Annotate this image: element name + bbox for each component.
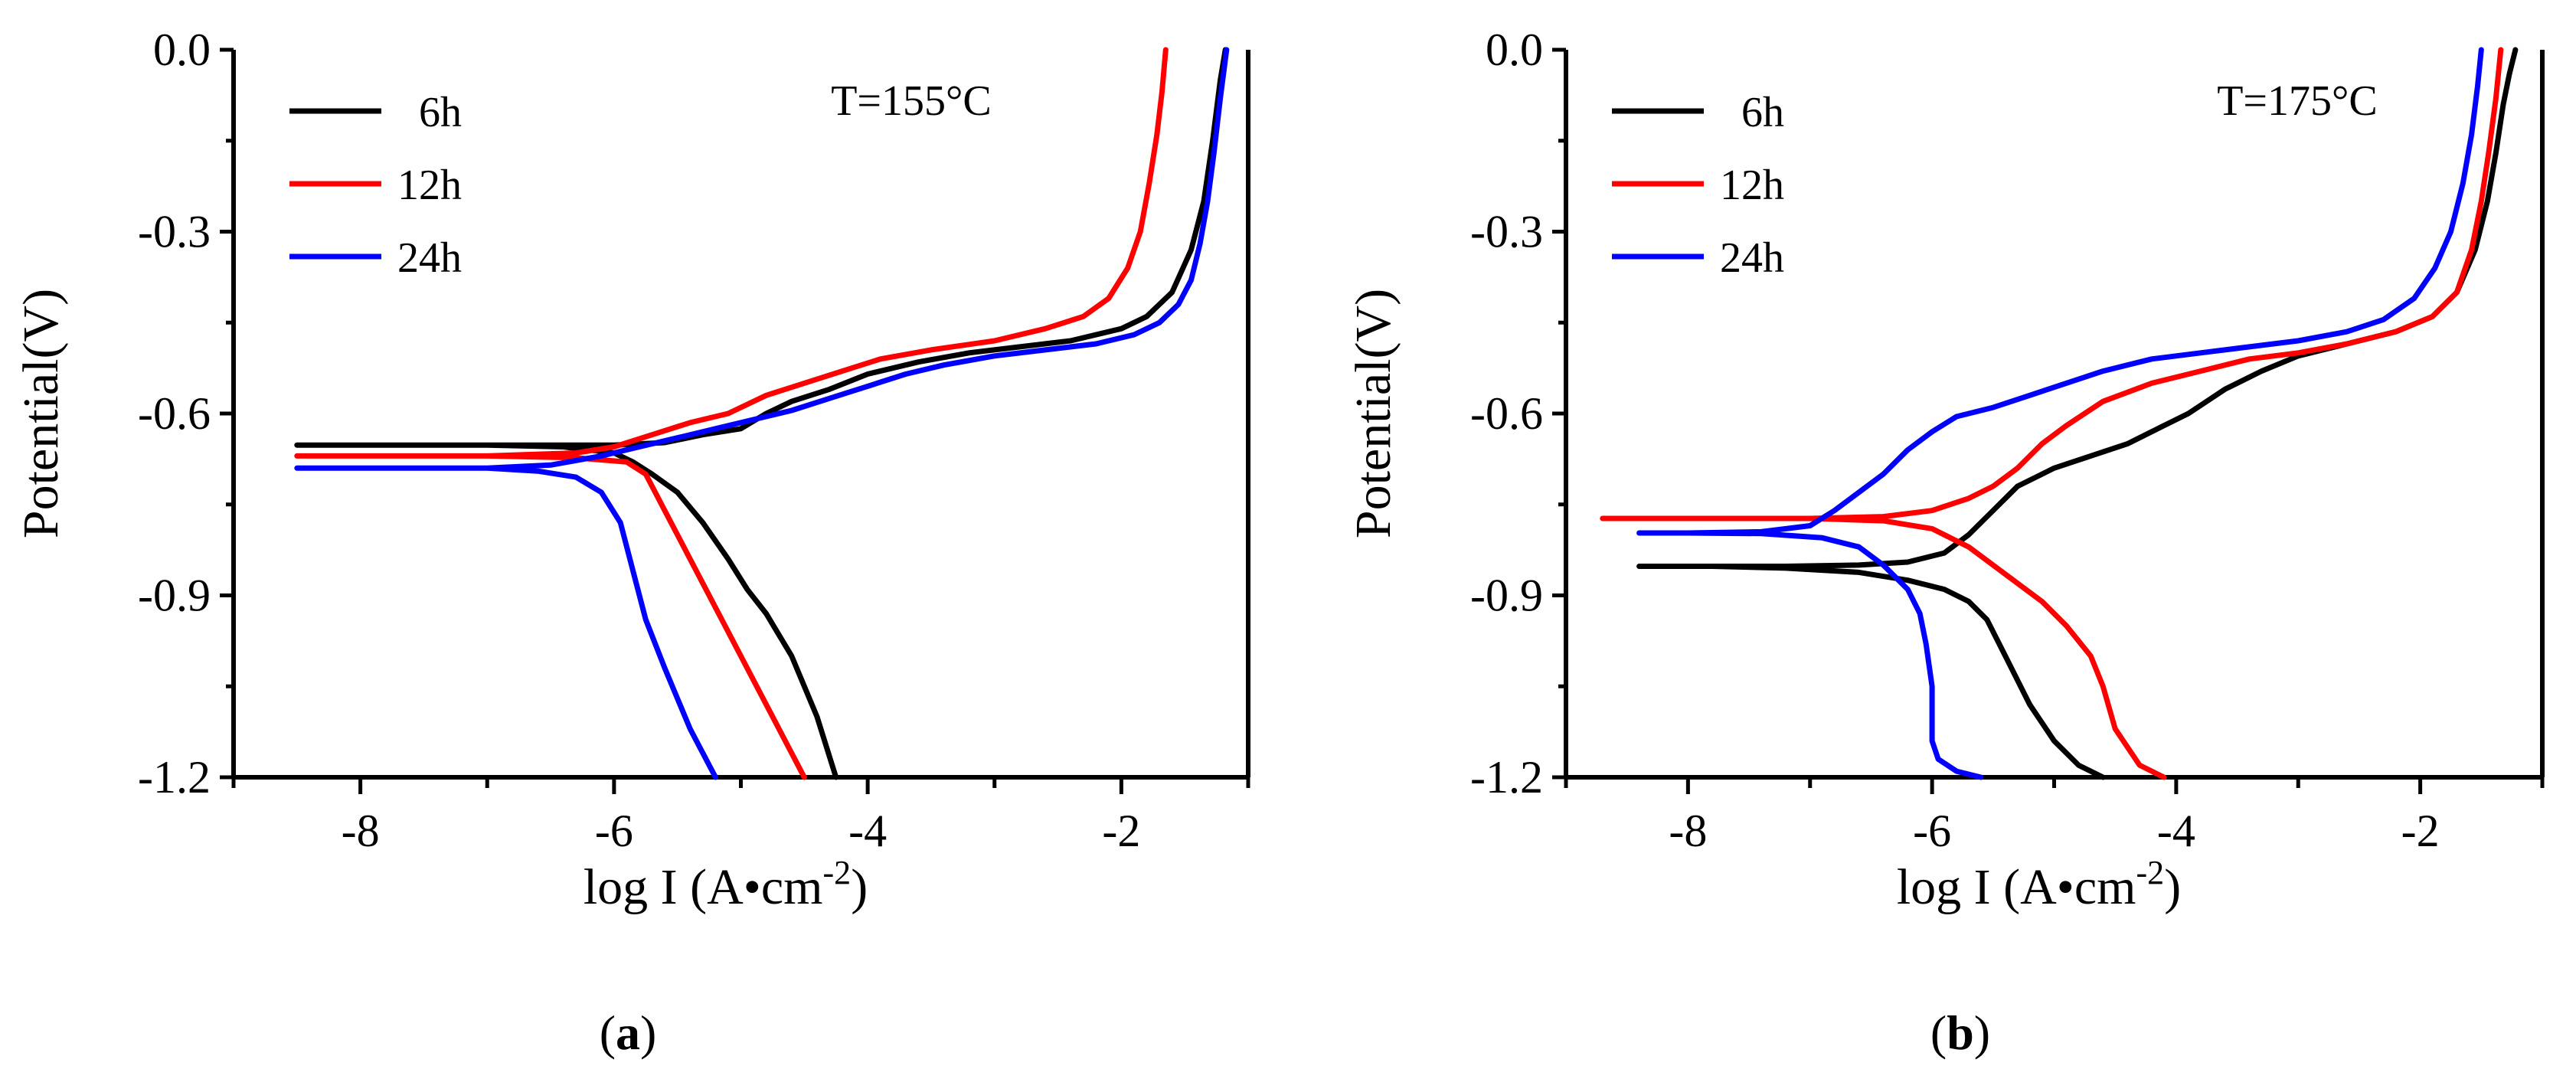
x-tick-label: -2: [1102, 806, 1140, 856]
x-tick-label: -8: [342, 806, 380, 856]
chart-panel-b: 0.0 -0.3 -0.6 -0.9 -1.2 -8 -6 -4 -2 log I (A•cm-2…: [1345, 25, 2545, 915]
x-tick-label: -4: [2157, 806, 2195, 856]
y-tick-label: -0.3: [138, 207, 211, 257]
y-tick-label: -0.6: [138, 388, 211, 439]
legend-label-24h: 24h: [1720, 234, 1784, 282]
x-tick-label: -6: [1913, 806, 1951, 856]
y-tick-label: -0.3: [1470, 207, 1543, 257]
temperature-annotation: T=175°C: [2217, 77, 2378, 125]
series-line-12h: [1600, 47, 2504, 780]
panel-caption-b: (b): [1930, 1005, 1990, 1060]
x-tick-label: -6: [595, 806, 633, 856]
x-axis-title: log I (A•cm-2): [584, 854, 868, 915]
y-axis-title: Potential(V): [13, 289, 69, 538]
temperature-annotation: T=155°C: [831, 77, 992, 125]
chart-panel-a: 0.0 -0.3 -0.6 -0.9 -1.2 -8 -6 -4 -2 log I (A•cm-2…: [13, 25, 1250, 915]
series-line-24h: [1636, 47, 2484, 780]
legend-label-6h: 6h: [419, 89, 462, 136]
legend-label-12h: 12h: [1720, 162, 1784, 209]
series-line-6h: [1636, 47, 2519, 780]
y-tick-label: -1.2: [1470, 752, 1543, 803]
x-tick-label: -8: [1669, 806, 1707, 856]
panel-caption-a: (a): [600, 1005, 657, 1060]
legend-label-24h: 24h: [397, 234, 462, 282]
y-axis-title: Potential(V): [1345, 289, 1401, 538]
y-tick-label: -0.9: [138, 571, 211, 621]
y-tick-label: 0.0: [1486, 25, 1543, 75]
legend-label-6h: 6h: [1741, 89, 1784, 136]
series-line-12h: [294, 47, 1169, 780]
x-tick-label: -4: [848, 806, 887, 856]
series-line-6h: [294, 47, 1228, 780]
y-tick-label: -0.6: [1470, 388, 1543, 439]
y-tick-label: -0.9: [1470, 571, 1543, 621]
legend-label-12h: 12h: [397, 162, 462, 209]
x-tick-label: -2: [2401, 806, 2440, 856]
series-line-24h: [294, 47, 1230, 780]
y-tick-label: 0.0: [153, 25, 211, 75]
x-axis-title: log I (A•cm-2): [1897, 854, 2181, 915]
y-tick-label: -1.2: [138, 752, 211, 803]
